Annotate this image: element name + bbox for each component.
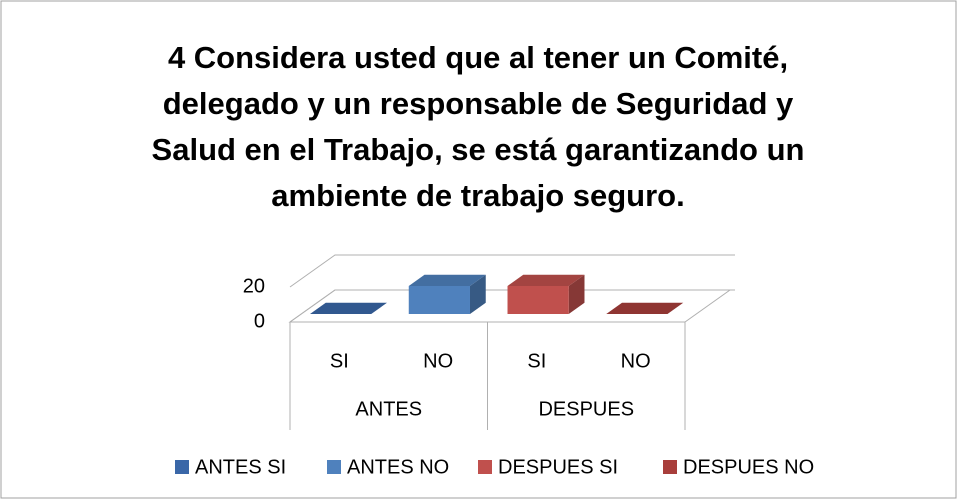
legend-label: ANTES SI [195,456,286,478]
legend-label: DESPUES SI [498,456,618,478]
legend-swatch [327,460,341,474]
legend-label: ANTES NO [347,456,449,478]
grid-line [289,254,735,288]
bar-top [310,302,387,314]
y-tick-label: 20 [243,275,265,297]
x-tick-label: SI [527,350,546,372]
legend-swatch [478,460,492,474]
x-tick-label: NO [621,350,651,372]
group-label: ANTES [355,398,422,420]
x-tick-label: SI [330,350,349,372]
bar-top [507,274,585,286]
bar-top [408,274,486,286]
legend-swatch [175,460,189,474]
bar [408,286,470,314]
bar [507,286,569,314]
group-label: DESPUES [538,398,634,420]
y-tick-label: 0 [254,310,265,332]
bar-top [606,302,684,314]
legend-label: DESPUES NO [683,456,814,478]
grid-line [289,289,735,323]
legend-swatch [663,460,677,474]
bar-side [568,274,585,314]
x-tick-label: NO [423,350,453,372]
bar-side [469,274,486,314]
chart-title: 4 Considera usted que al tener un Comité… [151,40,805,213]
